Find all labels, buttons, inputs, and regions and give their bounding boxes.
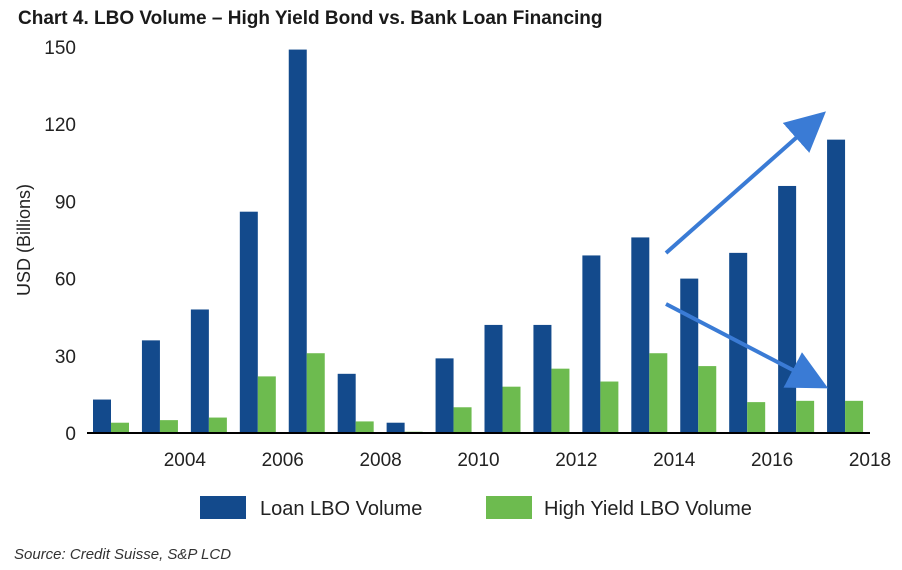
high-yield-lbo-bar [698, 366, 717, 433]
x-tick-label: 2018 [849, 450, 891, 471]
y-tick-label: 30 [55, 347, 76, 368]
x-tick-label: 2006 [262, 450, 304, 471]
trend-arrow-down [665, 302, 829, 389]
chart-title: Chart 4. LBO Volume – High Yield Bond vs… [18, 8, 603, 29]
y-tick-label: 60 [55, 270, 76, 291]
y-tick-label: 120 [44, 115, 76, 136]
high-yield-lbo-bar [747, 402, 766, 433]
x-tick-label: 2012 [555, 450, 597, 471]
y-tick-label: 90 [55, 192, 76, 213]
high-yield-lbo-bar [453, 407, 472, 433]
loan-lbo-bar [778, 185, 797, 433]
y-tick-label: 150 [44, 38, 76, 59]
loan-lbo-bar [93, 399, 111, 433]
high-yield-lbo-bar [111, 422, 129, 433]
loan-lbo-bar [680, 278, 699, 433]
loan-lbo-bar [631, 237, 650, 433]
loan-lbo-bar [582, 255, 601, 433]
source-note: Source: Credit Suisse, S&P LCD [14, 546, 232, 563]
legend-swatch [200, 496, 246, 519]
loan-lbo-bar [435, 358, 454, 433]
loan-lbo-bar [484, 324, 503, 433]
high-yield-lbo-bar [306, 353, 325, 433]
high-yield-lbo-bar [600, 381, 619, 433]
y-axis-label: USD (Billions) [14, 184, 34, 296]
high-yield-lbo-bar [845, 400, 864, 433]
high-yield-lbo-bar [502, 386, 521, 433]
legend-swatch [486, 496, 532, 519]
loan-lbo-bar [827, 139, 846, 433]
high-yield-lbo-bar [551, 368, 570, 433]
x-tick-label: 2004 [164, 450, 207, 471]
high-yield-lbo-bar [355, 421, 374, 433]
x-tick-label: 2008 [359, 450, 401, 471]
y-tick-label: 0 [65, 424, 76, 445]
loan-lbo-bar [239, 211, 258, 433]
high-yield-lbo-bar [208, 417, 227, 433]
loan-lbo-bar [141, 340, 160, 433]
loan-lbo-bar [386, 422, 405, 433]
high-yield-lbo-bar [796, 400, 815, 433]
loan-lbo-bar [337, 373, 356, 433]
high-yield-lbo-bar [257, 376, 276, 433]
loan-lbo-bar [288, 49, 307, 433]
high-yield-lbo-bar [649, 353, 668, 433]
x-tick-label: 2016 [751, 450, 793, 471]
loan-lbo-bar [190, 309, 209, 433]
trend-arrow-up [664, 111, 826, 255]
loan-lbo-bar [533, 324, 552, 433]
high-yield-lbo-bar [159, 420, 178, 433]
x-tick-label: 2014 [653, 450, 696, 471]
legend-label: High Yield LBO Volume [544, 498, 752, 520]
x-tick-label: 2010 [457, 450, 499, 471]
legend-label: Loan LBO Volume [260, 498, 422, 520]
